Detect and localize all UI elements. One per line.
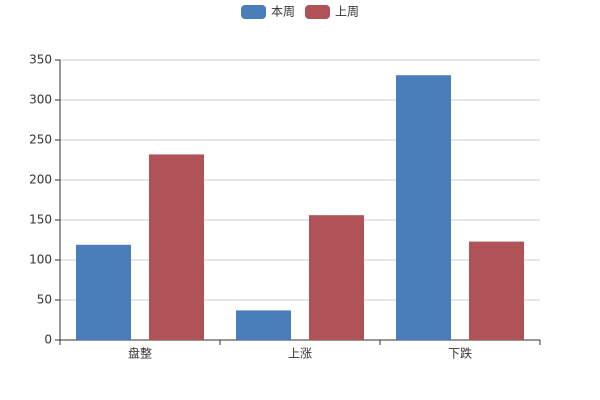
y-tick-label: 200: [29, 173, 52, 187]
bar: [396, 75, 451, 340]
bar: [76, 244, 131, 340]
y-tick-label: 0: [44, 333, 52, 347]
y-tick-label: 100: [29, 253, 52, 267]
legend-icon[interactable]: [241, 5, 266, 19]
x-tick-label: 下跌: [448, 346, 472, 361]
y-tick-label: 150: [29, 213, 52, 227]
bar: [469, 241, 524, 340]
y-tick-label: 350: [29, 53, 52, 67]
y-tick-label: 50: [37, 293, 52, 307]
bar: [236, 310, 291, 340]
legend-label[interactable]: 上周: [335, 5, 359, 19]
bar: [149, 154, 204, 340]
bar: [309, 215, 364, 340]
x-tick-label: 上涨: [288, 346, 312, 361]
legend-label[interactable]: 本周: [271, 5, 295, 19]
x-tick-label: 盘整: [128, 346, 152, 361]
y-tick-label: 300: [29, 93, 52, 107]
legend-icon[interactable]: [305, 5, 331, 19]
y-tick-label: 250: [29, 133, 52, 147]
